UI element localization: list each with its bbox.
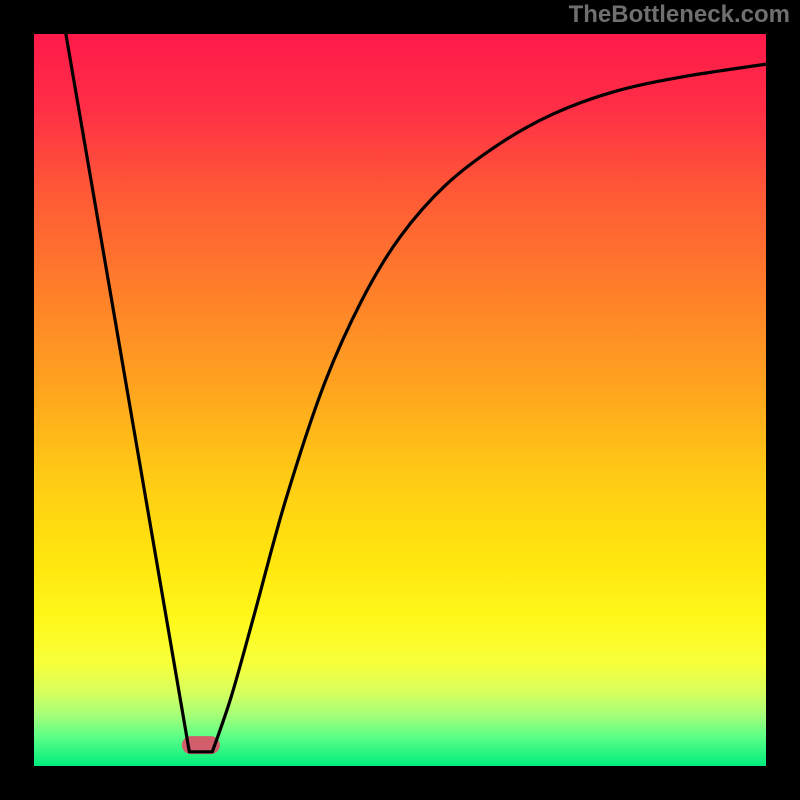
plot-background — [34, 34, 766, 766]
watermark-text: TheBottleneck.com — [569, 1, 790, 28]
chart-container: TheBottleneck.com — [0, 0, 800, 800]
chart-svg: TheBottleneck.com — [0, 0, 800, 800]
